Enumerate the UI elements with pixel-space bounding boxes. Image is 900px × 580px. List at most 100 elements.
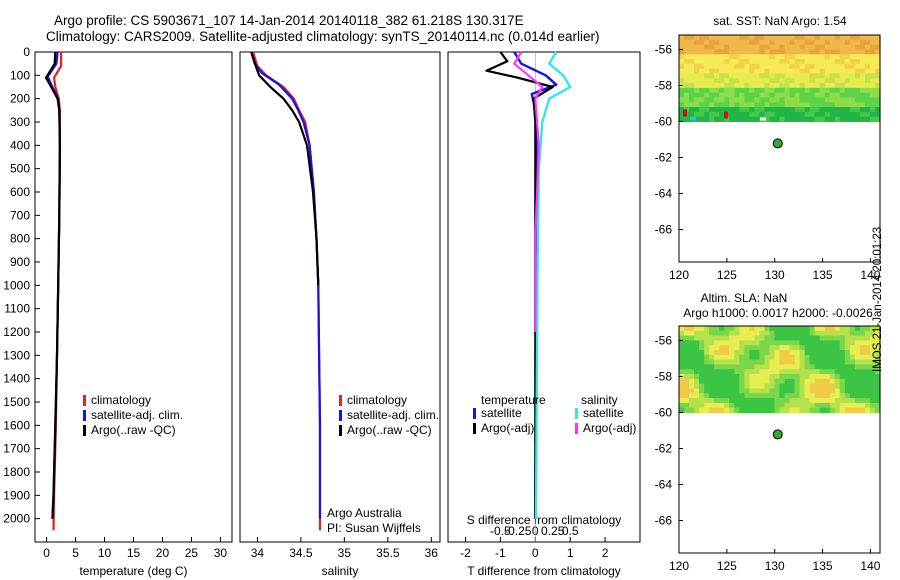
sst-map-cell bbox=[754, 73, 761, 79]
sst-map-cell bbox=[794, 111, 801, 118]
sst-map-cell bbox=[744, 107, 750, 113]
sst-map-cell bbox=[789, 92, 796, 99]
sst-map-cell bbox=[789, 107, 796, 113]
sla-map-cell bbox=[804, 335, 811, 342]
sla-map-cell bbox=[749, 402, 755, 409]
sla-map-cell bbox=[849, 340, 856, 346]
sla-map-cell bbox=[774, 374, 781, 380]
sst-map-cell bbox=[864, 92, 871, 99]
sla-map-cell bbox=[719, 369, 725, 375]
sst-map-cell bbox=[839, 35, 846, 41]
sla-map-cell bbox=[804, 354, 811, 361]
sla-map-cell bbox=[859, 374, 866, 380]
depth-tick-label: 1500 bbox=[3, 395, 30, 409]
sla-map-cell bbox=[784, 359, 791, 366]
sla-map-cell bbox=[844, 345, 851, 351]
sla-map-cell bbox=[869, 345, 876, 351]
temperature-profile-xtick-label: 15 bbox=[127, 546, 141, 560]
sst-map-cell bbox=[839, 102, 846, 108]
sst-map-cell bbox=[759, 44, 766, 51]
sst-map-cell bbox=[804, 78, 811, 84]
sla-map-cell bbox=[709, 388, 715, 394]
sst-map-cell bbox=[809, 111, 816, 118]
sla-map-cell bbox=[729, 393, 735, 399]
sst-map-cell bbox=[719, 73, 725, 79]
sla-map-cell bbox=[829, 359, 836, 366]
sla-map-cell bbox=[859, 340, 866, 346]
sst-map-cell bbox=[744, 44, 750, 51]
sla-map-cell bbox=[789, 350, 796, 356]
sst-map-cell bbox=[814, 83, 821, 89]
sst-map-cell bbox=[759, 102, 766, 108]
sst-map-cell bbox=[759, 78, 766, 84]
sla-map-cell bbox=[714, 383, 720, 390]
sla-map-cell bbox=[864, 407, 871, 414]
sst-map-cell bbox=[829, 44, 836, 51]
sst-map-cell bbox=[874, 92, 881, 99]
sla-map-cell bbox=[864, 402, 871, 409]
sla-map-cell bbox=[854, 374, 861, 380]
sst-map-cell bbox=[864, 73, 871, 79]
sst-map-cell bbox=[724, 44, 730, 51]
sst-map-cell bbox=[764, 97, 771, 103]
sla-map-cell bbox=[804, 326, 811, 332]
sst-map-cell bbox=[824, 102, 831, 108]
sla-map-cell bbox=[849, 354, 856, 361]
sla-map-cell bbox=[684, 335, 690, 342]
sst-map-cell bbox=[849, 63, 856, 70]
sla-map-cell bbox=[779, 402, 786, 409]
sst-map-cell bbox=[709, 35, 715, 41]
sla-map-cell bbox=[809, 330, 816, 337]
sst-map-cell bbox=[824, 83, 831, 89]
sst-map-cell bbox=[834, 63, 841, 70]
sla-map-cell bbox=[779, 350, 786, 356]
sst-map-cell bbox=[684, 39, 690, 46]
sla-map-cell bbox=[839, 350, 846, 356]
sla-map-cell bbox=[864, 388, 871, 394]
sst-map-cell bbox=[864, 87, 871, 94]
sla-map-cell bbox=[859, 326, 866, 332]
sst-map-cell bbox=[799, 107, 806, 113]
sla-map-cell bbox=[854, 345, 861, 351]
sst-map-cell bbox=[779, 78, 786, 84]
sst-map-cell bbox=[749, 35, 755, 41]
sla-map-cell bbox=[859, 335, 866, 342]
sla-map-cell bbox=[739, 330, 745, 337]
sst-map-cell bbox=[824, 116, 831, 123]
temperature-legend-label: Argo(..raw -QC) bbox=[91, 423, 176, 437]
sla-map-cell bbox=[839, 398, 846, 404]
sst-map-cell bbox=[794, 59, 801, 65]
sla-map-cell bbox=[859, 398, 866, 404]
sst-map-cell bbox=[749, 83, 755, 89]
sla-map-cell bbox=[729, 345, 735, 351]
sla-map-cell bbox=[704, 359, 710, 366]
sla-map-cell bbox=[874, 345, 881, 351]
sla-map-cell bbox=[789, 402, 796, 409]
sla-map-cell bbox=[854, 407, 861, 414]
temperature-diff-legend-label: satellite bbox=[481, 406, 522, 420]
sla-map-cell bbox=[709, 326, 715, 332]
sst-map-cell bbox=[709, 97, 715, 103]
difference-profile-series-salinity-satellite bbox=[534, 51, 572, 519]
sst-map-cell bbox=[774, 87, 781, 94]
sla-map-cell bbox=[754, 364, 761, 370]
sla-map-cell bbox=[844, 402, 851, 409]
sla-map-cell bbox=[844, 369, 851, 375]
sst-map-cell bbox=[709, 102, 715, 108]
sst-map-cell bbox=[744, 68, 750, 75]
sst-map-cell bbox=[814, 39, 821, 46]
sst-map-cell bbox=[844, 35, 851, 41]
sst-map-cell bbox=[754, 87, 761, 94]
sst-map-cell bbox=[774, 111, 781, 118]
difference-profile-frame bbox=[447, 51, 641, 543]
sst-map-cell bbox=[694, 83, 700, 89]
sst-map-cell bbox=[744, 39, 750, 46]
sst-map-cell bbox=[804, 92, 811, 99]
sla-map-cell bbox=[724, 398, 730, 404]
sla-map-cell bbox=[789, 364, 796, 370]
sst-map-cell bbox=[864, 49, 871, 55]
sla-map-cell bbox=[794, 407, 801, 414]
difference-profile-xtick-label: 2 bbox=[602, 546, 609, 560]
sla-map-cell bbox=[734, 354, 740, 361]
sla-map-cell bbox=[839, 335, 846, 342]
